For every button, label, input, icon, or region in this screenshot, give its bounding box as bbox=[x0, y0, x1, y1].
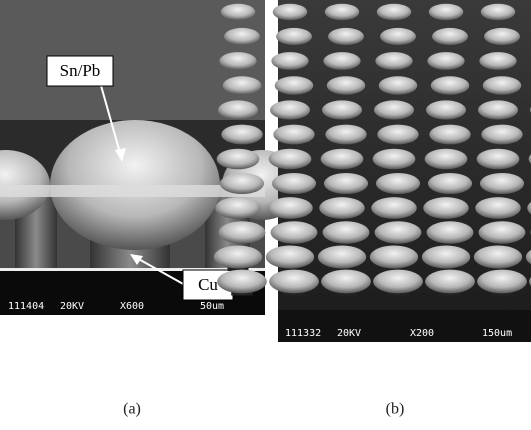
solder-bump bbox=[270, 100, 310, 119]
solder-bump bbox=[217, 149, 260, 169]
solder-bump bbox=[423, 197, 469, 219]
solder-bump bbox=[481, 125, 522, 145]
solder-bump bbox=[223, 76, 262, 94]
solder-bump bbox=[429, 4, 464, 21]
solder-bump bbox=[221, 4, 256, 21]
solder-bump bbox=[266, 245, 314, 268]
solder-bump bbox=[273, 125, 314, 145]
solder-bump bbox=[427, 52, 464, 70]
solder-bump bbox=[371, 197, 417, 219]
solder-bump bbox=[475, 197, 521, 219]
solder-bump bbox=[429, 125, 470, 145]
solder-bump bbox=[267, 197, 313, 219]
sem-scale: 50um bbox=[200, 301, 224, 312]
solder-bump bbox=[480, 173, 524, 194]
sem-magnification: X200 bbox=[410, 328, 434, 339]
solder-bump bbox=[373, 270, 423, 294]
label: Sn/Pb bbox=[60, 61, 101, 80]
solder-bump bbox=[219, 221, 266, 243]
solder-bump bbox=[321, 270, 371, 294]
solder-bump bbox=[431, 76, 470, 94]
solder-bump bbox=[215, 197, 261, 219]
solder-bump bbox=[276, 28, 312, 45]
solder-bump bbox=[322, 100, 362, 119]
sem-magnification: X600 bbox=[120, 301, 144, 312]
solder-bump bbox=[432, 28, 468, 45]
solder-bump bbox=[380, 28, 416, 45]
solder-bump bbox=[422, 245, 470, 268]
caption: (a) bbox=[123, 401, 141, 418]
solder-bump bbox=[426, 100, 466, 119]
solder-bump bbox=[269, 270, 319, 294]
solder-bump bbox=[318, 245, 366, 268]
sem-id: 111404 bbox=[8, 301, 44, 312]
solder-bump bbox=[217, 270, 267, 294]
solder-bump bbox=[323, 52, 360, 70]
page: Sn/Pb Cu 111404 20KV X600 50um 111332 20… bbox=[0, 0, 531, 430]
solder-bump bbox=[377, 125, 418, 145]
solder-bump bbox=[427, 221, 474, 243]
solder-bump bbox=[321, 149, 364, 169]
solder-bump bbox=[319, 197, 365, 219]
solder-bump bbox=[375, 221, 422, 243]
solder-bump bbox=[474, 245, 522, 268]
solder-bump bbox=[477, 270, 527, 294]
solder-bump bbox=[379, 76, 418, 94]
solder-bump bbox=[275, 76, 314, 94]
sem-scale: 150um bbox=[482, 328, 512, 339]
solder-bump bbox=[221, 125, 262, 145]
solder-bump bbox=[374, 100, 414, 119]
solder-bump bbox=[375, 52, 412, 70]
solder-bump bbox=[325, 125, 366, 145]
solder-bump bbox=[271, 52, 308, 70]
sem-voltage: 20KV bbox=[60, 301, 84, 312]
sem-id: 111332 bbox=[285, 328, 321, 339]
solder-bump bbox=[376, 173, 420, 194]
solder-bump bbox=[481, 4, 516, 21]
solder-bump bbox=[377, 4, 412, 21]
solder-bump bbox=[219, 52, 256, 70]
solder-bump bbox=[269, 149, 312, 169]
solder-bump bbox=[272, 173, 316, 194]
solder-bump bbox=[428, 173, 472, 194]
solder-bump bbox=[224, 28, 260, 45]
solder-bump bbox=[324, 173, 368, 194]
solder-bump bbox=[479, 221, 526, 243]
solder-bump bbox=[325, 4, 360, 21]
solder-bump bbox=[327, 76, 366, 94]
solder-bump bbox=[425, 270, 475, 294]
solder-bump bbox=[425, 149, 468, 169]
figure: Sn/Pb Cu 111404 20KV X600 50um 111332 20… bbox=[0, 0, 531, 430]
solder-bump bbox=[483, 76, 522, 94]
solder-bump bbox=[218, 100, 258, 119]
solder-bump bbox=[373, 149, 416, 169]
solder-bump bbox=[273, 4, 308, 21]
solder-bump bbox=[478, 100, 518, 119]
label: Cu bbox=[198, 275, 218, 294]
solder-bump bbox=[220, 173, 264, 194]
panel-b-overlay: 111332 20KV X200 150um bbox=[278, 310, 531, 342]
solder-bump bbox=[271, 221, 318, 243]
caption: (b) bbox=[386, 401, 405, 418]
solder-bump bbox=[484, 28, 520, 45]
solder-bump bbox=[479, 52, 516, 70]
solder-bump bbox=[214, 245, 262, 268]
solder-bump bbox=[477, 149, 520, 169]
sem-voltage: 20KV bbox=[337, 328, 361, 339]
solder-bump bbox=[328, 28, 364, 45]
solder-bump bbox=[323, 221, 370, 243]
solder-bump bbox=[370, 245, 418, 268]
